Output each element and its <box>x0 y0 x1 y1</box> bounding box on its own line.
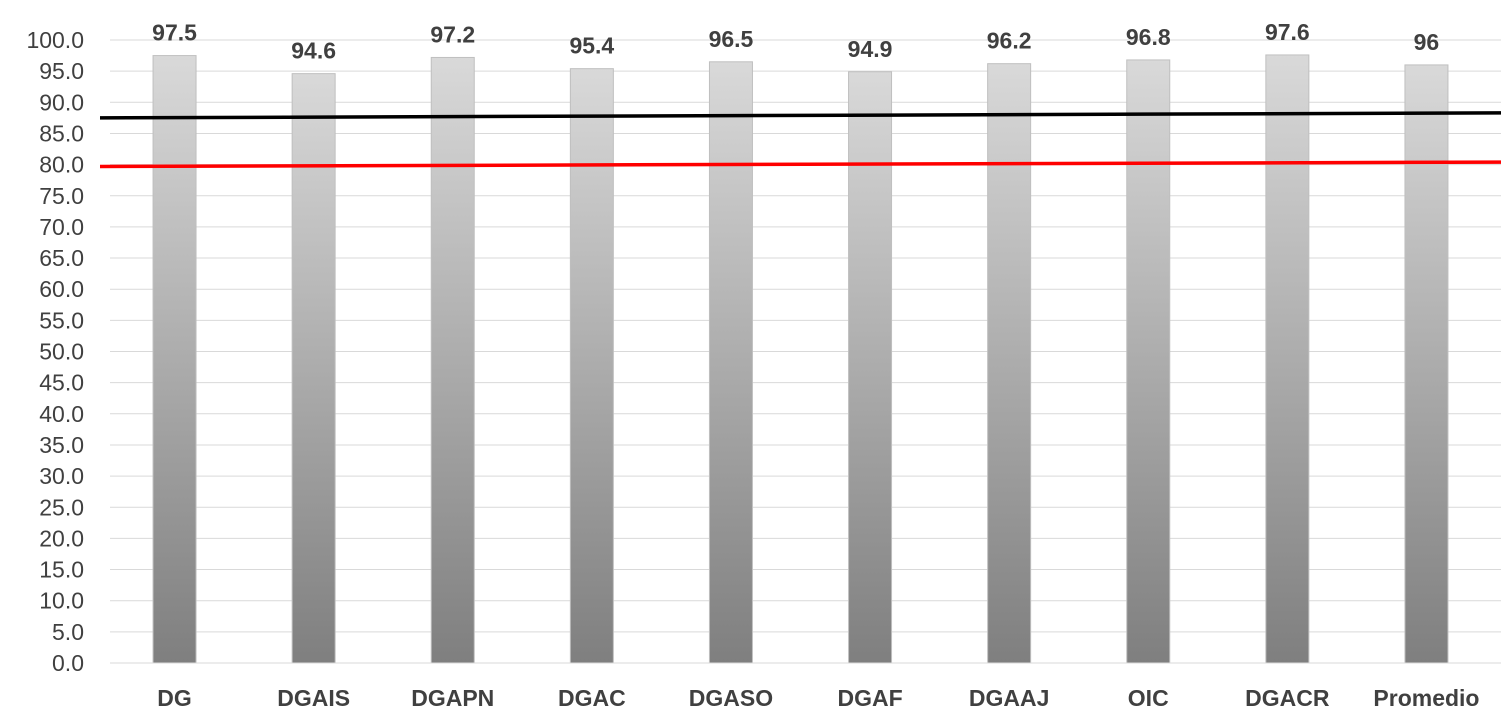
data-label: 94.9 <box>848 36 893 62</box>
y-tick-label: 10.0 <box>39 588 84 614</box>
x-tick-label: DGAPN <box>411 685 494 711</box>
bar <box>1126 59 1171 664</box>
bar <box>291 73 336 664</box>
y-axis: 0.0 5.0 10.0 15.0 20.0 25.0 30.0 35.0 40.0 45.0 50… <box>26 27 84 676</box>
data-label: 97.6 <box>1265 19 1310 45</box>
data-label: 97.2 <box>430 21 475 47</box>
x-tick-label: DGACR <box>1245 685 1330 711</box>
reference-line <box>99 160 1501 169</box>
y-tick-label: 55.0 <box>39 307 84 333</box>
x-axis: DG DGAIS DGAPN DGAC DGASO DGAF DGAAJ OIC DGACR Pr… <box>110 662 1501 711</box>
reference-lines <box>99 111 1501 169</box>
x-tick-label: DGAAJ <box>969 685 1050 711</box>
bar <box>569 68 614 664</box>
y-tick-label: 40.0 <box>39 401 84 427</box>
y-tick-label: 85.0 <box>39 120 84 146</box>
y-tick-label: 35.0 <box>39 432 84 458</box>
x-tick-label: DGAIS <box>277 685 350 711</box>
y-tick-label: 100.0 <box>26 27 84 53</box>
data-label: 97.5 <box>152 20 197 46</box>
x-tick-label: Promedio <box>1373 685 1479 711</box>
bars <box>152 54 1449 664</box>
y-tick-label: 15.0 <box>39 557 84 583</box>
y-tick-label: 70.0 <box>39 214 84 240</box>
y-tick-label: 60.0 <box>39 276 84 302</box>
data-labels: 97.5 94.6 97.2 95.4 96.5 94.9 96.2 96.8 97.6 96 <box>152 19 1439 64</box>
y-tick-label: 25.0 <box>39 494 84 520</box>
data-label: 95.4 <box>569 33 614 59</box>
data-label: 96.2 <box>987 28 1032 54</box>
y-tick-label: 0.0 <box>52 650 84 676</box>
y-tick-label: 5.0 <box>52 619 84 645</box>
y-tick-label: 20.0 <box>39 525 84 551</box>
reference-line <box>99 111 1501 120</box>
y-tick-label: 80.0 <box>39 152 84 178</box>
y-tick-label: 90.0 <box>39 89 84 115</box>
data-label: 96 <box>1414 29 1440 55</box>
y-tick-label: 30.0 <box>39 463 84 489</box>
bar <box>152 55 197 664</box>
data-label: 96.5 <box>709 26 754 52</box>
bar <box>987 63 1032 664</box>
bar <box>1404 64 1449 664</box>
y-tick-label: 65.0 <box>39 245 84 271</box>
y-tick-label: 45.0 <box>39 370 84 396</box>
bar <box>430 56 475 664</box>
x-tick-label: DG <box>157 685 192 711</box>
data-label: 96.8 <box>1126 24 1171 50</box>
x-tick-label: DGASO <box>689 685 773 711</box>
x-tick-label: DGAC <box>558 685 626 711</box>
bar <box>708 61 753 664</box>
y-tick-label: 75.0 <box>39 183 84 209</box>
x-tick-label: DGAF <box>837 685 902 711</box>
y-tick-label: 95.0 <box>39 58 84 84</box>
data-label: 94.6 <box>291 38 336 64</box>
x-tick-label: OIC <box>1128 685 1169 711</box>
y-tick-label: 50.0 <box>39 339 84 365</box>
bar <box>1265 54 1310 664</box>
bar <box>848 71 893 664</box>
